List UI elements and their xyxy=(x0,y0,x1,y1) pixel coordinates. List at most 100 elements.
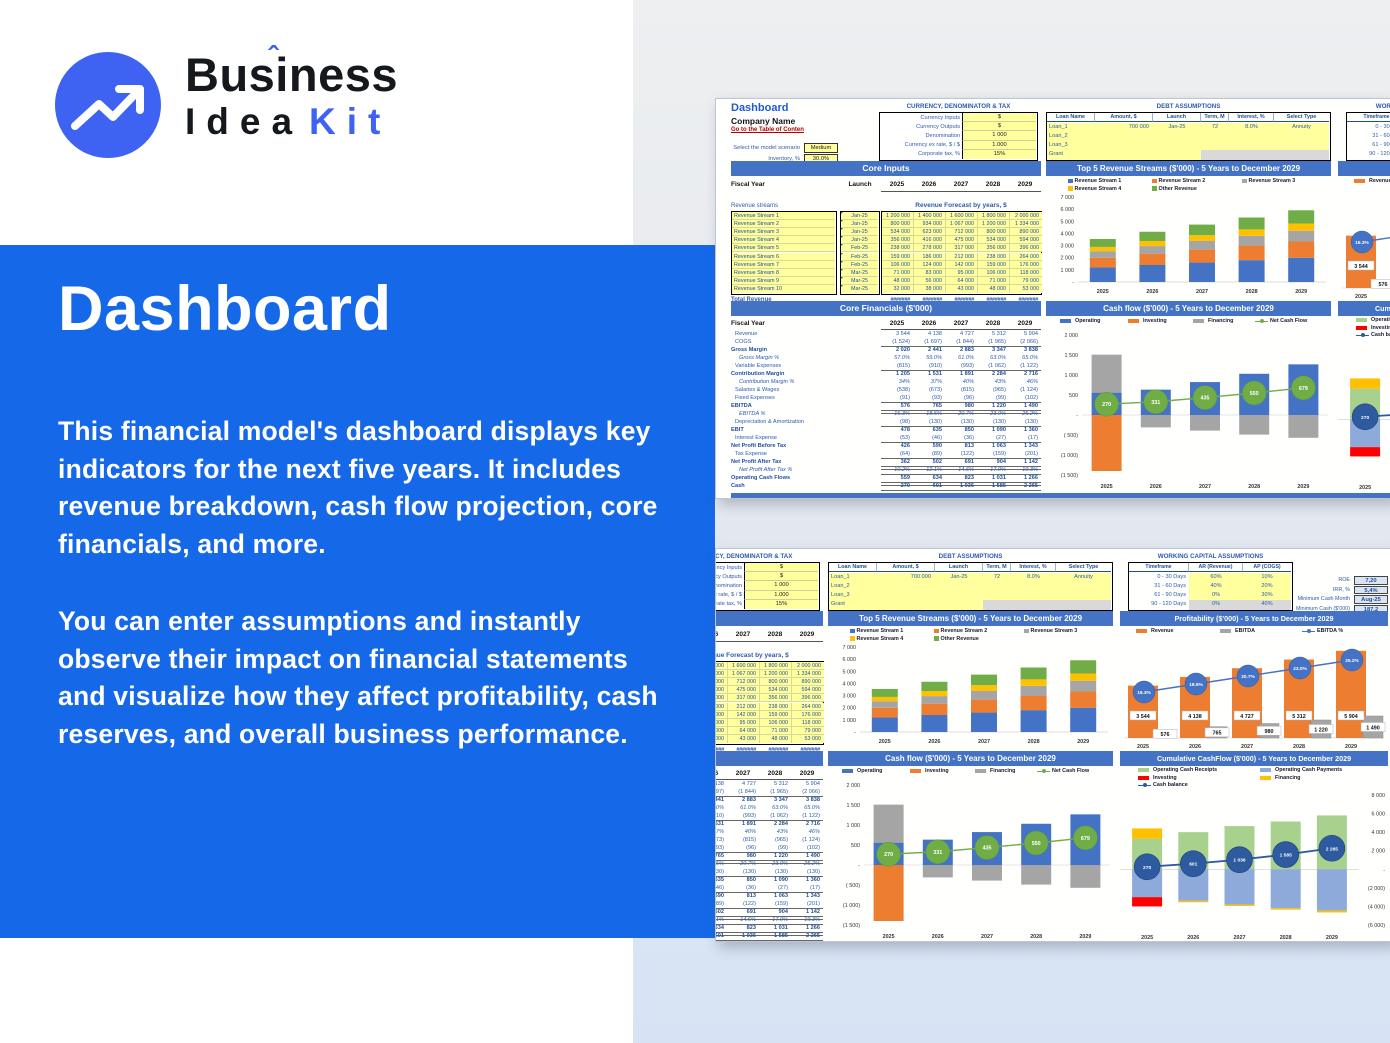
revenue-value-cell[interactable]: 317 000 xyxy=(946,244,978,253)
revenue-value-cell[interactable]: 95 000 xyxy=(946,268,978,277)
debt-cell[interactable]: 700 000 xyxy=(1095,122,1153,132)
revenue-stream-name[interactable]: Revenue Stream 4 xyxy=(732,236,835,245)
revenue-value-cell[interactable]: 1 800 000 xyxy=(978,212,1010,221)
debt-cell[interactable]: 8.0% xyxy=(1229,122,1274,132)
revenue-value-cell[interactable]: 278 000 xyxy=(914,244,946,253)
revenue-value-cell[interactable]: 43 000 xyxy=(946,284,978,293)
revenue-value-cell[interactable]: 79 000 xyxy=(1010,276,1042,285)
revenue-value-cell[interactable]: 264 000 xyxy=(1010,252,1042,261)
wc-value-cell[interactable]: 60% xyxy=(1189,572,1243,582)
revenue-value-cell[interactable]: 79 000 xyxy=(792,726,824,735)
revenue-value-cell[interactable]: 623 000 xyxy=(716,678,728,687)
revenue-value-cell[interactable]: 118 000 xyxy=(1010,268,1042,277)
debt-cell[interactable] xyxy=(1153,150,1201,160)
revenue-value-cell[interactable]: 396 000 xyxy=(1010,244,1042,253)
revenue-value-cell[interactable]: 71 000 xyxy=(978,276,1010,285)
revenue-value-cell[interactable]: 32 000 xyxy=(882,284,914,293)
revenue-value-cell[interactable]: 475 000 xyxy=(728,686,760,695)
revenue-value-cell[interactable]: 1 200 000 xyxy=(760,670,792,679)
revenue-value-cell[interactable]: 890 000 xyxy=(792,678,824,687)
revenue-value-cell[interactable]: 43 000 xyxy=(728,734,760,743)
wc-value-cell[interactable]: 40% xyxy=(1243,600,1291,610)
revenue-stream-name[interactable]: Revenue Stream 7 xyxy=(732,260,835,269)
revenue-value-cell[interactable]: 48 000 xyxy=(882,276,914,285)
revenue-stream-name[interactable]: Revenue Stream 2 xyxy=(732,220,835,229)
revenue-value-cell[interactable]: 159 000 xyxy=(978,260,1010,269)
debt-cell[interactable] xyxy=(1095,141,1153,151)
launch-month-cell[interactable]: Jan-25 xyxy=(841,228,878,237)
debt-cell[interactable] xyxy=(983,591,1011,601)
revenue-value-cell[interactable]: 124 000 xyxy=(716,710,728,719)
debt-cell[interactable] xyxy=(1056,591,1111,601)
revenue-value-cell[interactable]: 1 400 000 xyxy=(716,662,728,671)
debt-cell[interactable]: Annuity xyxy=(1056,572,1111,582)
debt-cell[interactable] xyxy=(1011,581,1056,592)
revenue-value-cell[interactable]: 594 000 xyxy=(792,686,824,695)
revenue-value-cell[interactable]: 356 000 xyxy=(760,694,792,703)
revenue-value-cell[interactable]: 534 000 xyxy=(760,686,792,695)
debt-cell[interactable]: Loan_1 xyxy=(829,572,877,582)
revenue-value-cell[interactable]: 64 000 xyxy=(946,276,978,285)
table-of-contents-link[interactable]: Go to the Table of Conten xyxy=(731,127,804,133)
launch-month-cell[interactable]: Feb-25 xyxy=(841,252,878,261)
wc-value-cell[interactable]: 40% xyxy=(1189,581,1243,592)
debt-cell[interactable] xyxy=(1011,591,1056,601)
revenue-value-cell[interactable]: 1 600 000 xyxy=(728,662,760,671)
debt-cell[interactable] xyxy=(1201,150,1229,160)
wc-value-cell[interactable]: 10% xyxy=(1243,572,1291,582)
wc-value-cell[interactable]: 0% xyxy=(1189,591,1243,601)
revenue-value-cell[interactable]: 53 000 xyxy=(1010,284,1042,293)
revenue-value-cell[interactable]: 356 000 xyxy=(882,236,914,245)
wc-value-cell[interactable]: 0% xyxy=(1189,600,1243,610)
revenue-value-cell[interactable]: 83 000 xyxy=(716,718,728,727)
launch-month-cell[interactable]: Jan-25 xyxy=(841,236,878,245)
debt-cell[interactable] xyxy=(1056,600,1111,610)
debt-cell[interactable]: 8.0% xyxy=(1011,572,1056,582)
debt-cell[interactable] xyxy=(983,600,1011,610)
revenue-value-cell[interactable]: 1 334 000 xyxy=(1010,220,1042,229)
revenue-value-cell[interactable]: 159 000 xyxy=(760,710,792,719)
debt-cell[interactable]: Loan_3 xyxy=(829,591,877,601)
currency-value-cell[interactable]: 1.000 xyxy=(744,590,818,600)
launch-month-cell[interactable]: Feb-25 xyxy=(841,260,878,269)
debt-cell[interactable]: Loan_1 xyxy=(1047,122,1095,132)
debt-cell[interactable]: Loan_2 xyxy=(829,581,877,592)
revenue-value-cell[interactable]: 48 000 xyxy=(978,284,1010,293)
currency-value-cell[interactable]: 15% xyxy=(744,599,818,609)
revenue-value-cell[interactable]: 1 334 000 xyxy=(792,670,824,679)
revenue-value-cell[interactable]: 106 000 xyxy=(760,718,792,727)
revenue-value-cell[interactable]: 278 000 xyxy=(716,694,728,703)
launch-month-cell[interactable]: Mar-25 xyxy=(841,276,878,285)
revenue-value-cell[interactable]: 1 067 000 xyxy=(946,220,978,229)
revenue-value-cell[interactable]: 176 000 xyxy=(1010,260,1042,269)
scenario-select[interactable]: Medium xyxy=(804,143,838,153)
wc-value-cell[interactable]: 30% xyxy=(1243,591,1291,601)
debt-cell[interactable] xyxy=(1229,141,1274,151)
debt-cell[interactable]: Jan-25 xyxy=(1153,122,1201,132)
debt-cell[interactable] xyxy=(1274,141,1329,151)
revenue-value-cell[interactable]: 176 000 xyxy=(792,710,824,719)
revenue-value-cell[interactable]: 317 000 xyxy=(728,694,760,703)
launch-month-cell[interactable]: Feb-25 xyxy=(841,244,878,253)
currency-value-cell[interactable]: $ xyxy=(962,122,1036,132)
revenue-value-cell[interactable]: 534 000 xyxy=(978,236,1010,245)
revenue-value-cell[interactable]: 800 000 xyxy=(882,220,914,229)
revenue-value-cell[interactable]: 934 000 xyxy=(914,220,946,229)
revenue-value-cell[interactable]: 890 000 xyxy=(1010,228,1042,237)
debt-cell[interactable]: 72 xyxy=(983,572,1011,582)
revenue-value-cell[interactable]: 71 000 xyxy=(760,726,792,735)
debt-cell[interactable] xyxy=(1011,600,1056,610)
currency-value-cell[interactable]: 15% xyxy=(962,149,1036,159)
currency-value-cell[interactable]: 1.000 xyxy=(962,140,1036,150)
debt-cell[interactable]: Grant xyxy=(829,600,877,610)
revenue-value-cell[interactable]: 264 000 xyxy=(792,702,824,711)
debt-cell[interactable] xyxy=(935,600,983,610)
debt-cell[interactable] xyxy=(1201,131,1229,142)
debt-cell[interactable] xyxy=(1229,131,1274,142)
revenue-value-cell[interactable]: 534 000 xyxy=(882,228,914,237)
debt-cell[interactable]: Annuity xyxy=(1274,122,1329,132)
revenue-value-cell[interactable]: 416 000 xyxy=(914,236,946,245)
revenue-value-cell[interactable]: 48 000 xyxy=(760,734,792,743)
revenue-value-cell[interactable]: 2 000 000 xyxy=(792,662,824,671)
revenue-value-cell[interactable]: 475 000 xyxy=(946,236,978,245)
